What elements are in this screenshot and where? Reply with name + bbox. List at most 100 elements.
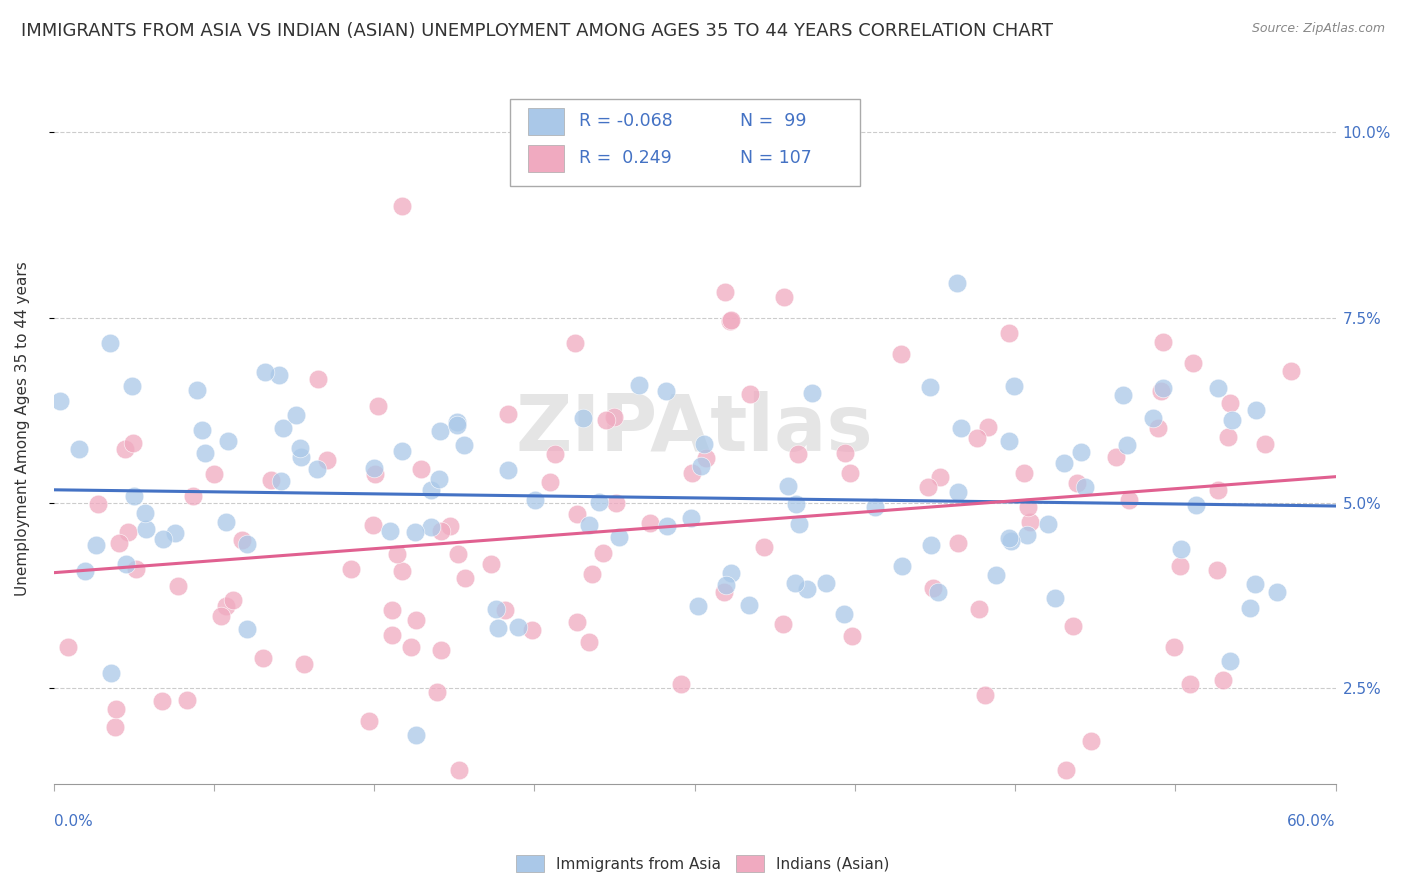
Point <box>834 446 856 460</box>
Point <box>841 629 863 643</box>
Point <box>260 473 283 487</box>
Point <box>447 547 470 561</box>
Point <box>186 383 208 397</box>
Point <box>578 517 600 532</box>
Point <box>815 575 838 590</box>
Point <box>772 290 794 304</box>
Point <box>271 421 294 435</box>
Point <box>863 500 886 515</box>
Point <box>671 677 693 691</box>
Point <box>929 469 952 483</box>
Point <box>890 347 912 361</box>
Point <box>181 489 204 503</box>
Point <box>986 568 1008 582</box>
Point <box>976 420 998 434</box>
Point <box>439 519 461 533</box>
Point <box>1150 384 1173 398</box>
Point <box>1181 356 1204 370</box>
Point <box>496 463 519 477</box>
Point <box>419 519 441 533</box>
Point <box>738 386 761 401</box>
Point <box>1062 619 1084 633</box>
Point <box>1112 388 1135 402</box>
Point <box>714 578 737 592</box>
Point <box>654 384 676 398</box>
Point <box>1170 559 1192 574</box>
Point <box>1219 654 1241 668</box>
Point <box>690 459 713 474</box>
Point <box>163 526 186 541</box>
Point <box>1066 475 1088 490</box>
Point <box>285 408 308 422</box>
Point <box>236 536 259 550</box>
Text: 60.0%: 60.0% <box>1286 814 1336 829</box>
Point <box>231 533 253 548</box>
Point <box>718 314 741 328</box>
Point <box>1253 436 1275 450</box>
Point <box>67 442 90 456</box>
Text: 0.0%: 0.0% <box>53 814 93 829</box>
Point <box>405 613 427 627</box>
Point <box>167 579 190 593</box>
Point <box>305 462 328 476</box>
Point <box>104 720 127 734</box>
Point <box>108 535 131 549</box>
Point <box>998 531 1021 545</box>
Point <box>486 621 509 635</box>
Point <box>391 444 413 458</box>
Point <box>946 536 969 550</box>
Point <box>209 609 232 624</box>
Point <box>567 615 589 629</box>
Point <box>1053 456 1076 470</box>
Point <box>832 607 855 621</box>
Point <box>581 566 603 581</box>
Point <box>607 531 630 545</box>
Point <box>292 657 315 671</box>
Point <box>890 558 912 573</box>
Point <box>1244 577 1267 591</box>
Point <box>404 524 426 539</box>
Point <box>453 438 475 452</box>
Point <box>485 602 508 616</box>
Point <box>1146 421 1168 435</box>
Point <box>58 640 80 654</box>
Point <box>1116 438 1139 452</box>
Point <box>150 694 173 708</box>
Point <box>946 485 969 500</box>
Point <box>84 538 107 552</box>
Point <box>946 276 969 290</box>
Point <box>426 685 449 699</box>
Point <box>738 598 761 612</box>
Point <box>578 634 600 648</box>
Point <box>114 558 136 572</box>
Text: ZIPAtlas: ZIPAtlas <box>516 391 873 467</box>
Point <box>998 326 1021 340</box>
Point <box>236 622 259 636</box>
Point <box>363 461 385 475</box>
Point <box>693 437 716 451</box>
Point <box>544 447 567 461</box>
Point <box>1000 533 1022 548</box>
Point <box>222 593 245 607</box>
Y-axis label: Unemployment Among Ages 35 to 44 years: Unemployment Among Ages 35 to 44 years <box>15 261 30 596</box>
Point <box>927 585 949 599</box>
Point <box>1206 483 1229 497</box>
Point <box>966 431 988 445</box>
Point <box>564 335 586 350</box>
Point <box>752 540 775 554</box>
Point <box>785 497 807 511</box>
Point <box>288 441 311 455</box>
Point <box>176 693 198 707</box>
Point <box>1105 450 1128 464</box>
Point <box>524 493 547 508</box>
Point <box>117 524 139 539</box>
Point <box>87 496 110 510</box>
Point <box>688 599 710 613</box>
Point <box>429 643 451 657</box>
Point <box>340 562 363 576</box>
Point <box>1219 395 1241 409</box>
Point <box>364 467 387 482</box>
Point <box>1265 584 1288 599</box>
Point <box>695 451 717 466</box>
Point <box>1014 466 1036 480</box>
